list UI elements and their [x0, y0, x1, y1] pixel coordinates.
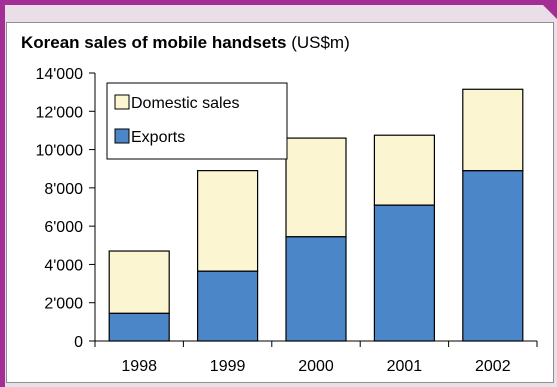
x-tick-label: 2000	[298, 358, 334, 375]
x-tick-label: 2001	[387, 358, 423, 375]
y-tick-label: 4'000	[44, 257, 83, 274]
bar-domestic-sales-1999	[197, 170, 259, 272]
y-tick-label: 6'000	[44, 219, 83, 236]
x-tick-label: 1999	[210, 358, 246, 375]
bar-domestic-sales-2002	[462, 88, 524, 172]
chart-title-main: Korean sales of mobile handsets	[21, 33, 287, 52]
chart-title: Korean sales of mobile handsets (US$m)	[21, 33, 350, 53]
legend-swatch-domestic-sales	[114, 94, 130, 110]
bar-domestic-sales-1998	[108, 250, 170, 314]
bar-exports-2001	[373, 204, 435, 342]
chart-panel: Korean sales of mobile handsets (US$m) 0…	[6, 22, 554, 383]
x-tick-label: 1998	[121, 358, 157, 375]
legend-swatch-exports	[114, 128, 130, 144]
y-tick-label: 14'000	[35, 66, 83, 83]
y-tick-label: 8'000	[44, 181, 83, 198]
y-tick-label: 0	[74, 334, 83, 351]
y-tick-label: 2'000	[44, 296, 83, 313]
chart-title-unit: (US$m)	[291, 33, 350, 52]
bar-domestic-sales-2001	[373, 134, 435, 206]
y-tick-label: 12'000	[35, 104, 83, 121]
legend-label-exports: Exports	[131, 129, 185, 146]
legend-box	[106, 82, 288, 160]
stacked-bar-chart: 0 2'000 4'000 6'000 8'000 10'000 12'000 14'000 1…	[35, 66, 538, 375]
bar-exports-1998	[108, 312, 170, 342]
bar-exports-1999	[197, 270, 259, 342]
bar-exports-2000	[285, 236, 347, 342]
x-tick-label: 2002	[475, 358, 511, 375]
legend-label-domestic-sales: Domestic sales	[131, 95, 239, 112]
bar-exports-2002	[462, 170, 524, 342]
bar-domestic-sales-2000	[285, 137, 347, 238]
y-tick-label: 10'000	[35, 143, 83, 160]
